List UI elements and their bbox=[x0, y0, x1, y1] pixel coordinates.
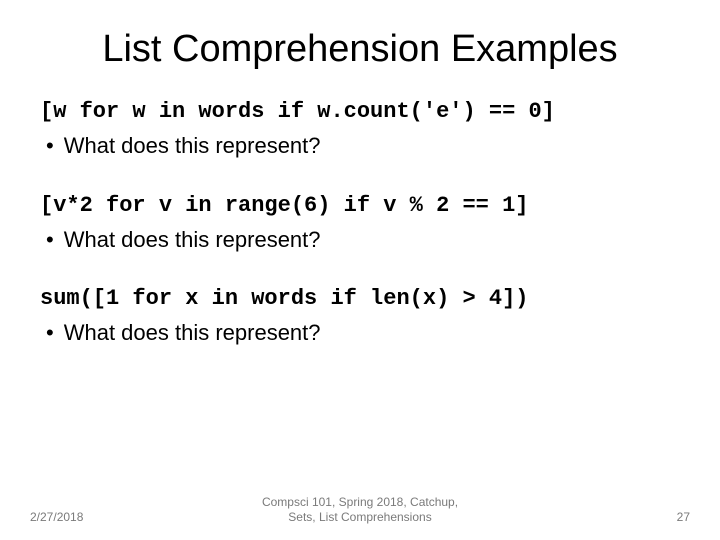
question-1: What does this represent? bbox=[64, 132, 321, 161]
question-3: What does this represent? bbox=[64, 319, 321, 348]
bullet-dot-icon: • bbox=[46, 319, 54, 348]
code-example-3: sum([1 for x in words if len(x) > 4]) bbox=[40, 286, 680, 311]
footer-line2: Sets, List Comprehensions bbox=[110, 510, 610, 524]
footer-date: 2/27/2018 bbox=[30, 510, 110, 524]
bullet-dot-icon: • bbox=[46, 226, 54, 255]
bullet-row: • What does this represent? bbox=[40, 132, 680, 161]
slide: List Comprehension Examples [w for w in … bbox=[0, 0, 720, 540]
question-2: What does this represent? bbox=[64, 226, 321, 255]
footer-course-info: Compsci 101, Spring 2018, Catchup, Sets,… bbox=[110, 495, 610, 524]
slide-title: List Comprehension Examples bbox=[40, 28, 680, 71]
code-example-1: [w for w in words if w.count('e') == 0] bbox=[40, 99, 680, 124]
bullet-dot-icon: • bbox=[46, 132, 54, 161]
code-example-2: [v*2 for v in range(6) if v % 2 == 1] bbox=[40, 193, 680, 218]
footer-line1: Compsci 101, Spring 2018, Catchup, bbox=[110, 495, 610, 509]
bullet-row: • What does this represent? bbox=[40, 226, 680, 255]
footer-page-number: 27 bbox=[610, 510, 690, 524]
slide-footer: 2/27/2018 Compsci 101, Spring 2018, Catc… bbox=[0, 495, 720, 524]
bullet-row: • What does this represent? bbox=[40, 319, 680, 348]
